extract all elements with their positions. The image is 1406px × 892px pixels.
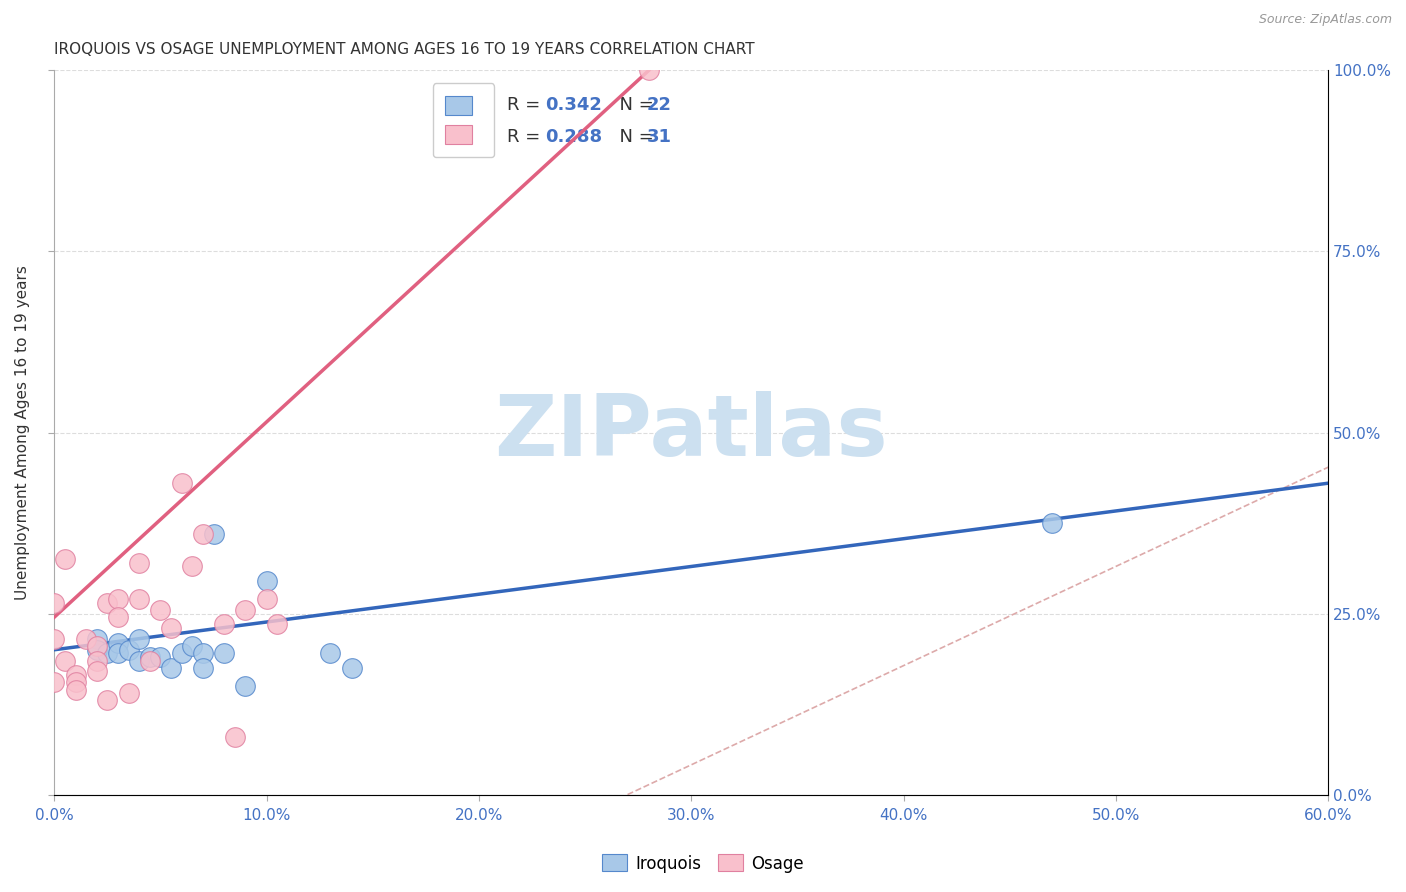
Point xyxy=(96,646,118,660)
Point xyxy=(224,730,246,744)
Point xyxy=(96,596,118,610)
Text: R =: R = xyxy=(506,128,546,146)
Point xyxy=(256,592,278,607)
Text: 0.288: 0.288 xyxy=(544,128,602,146)
Point xyxy=(107,610,129,624)
Point xyxy=(160,661,183,675)
Point xyxy=(44,632,66,646)
Point xyxy=(86,665,108,679)
Point xyxy=(128,592,150,607)
Point xyxy=(86,642,108,657)
Point xyxy=(149,603,172,617)
Point xyxy=(86,632,108,646)
Point xyxy=(191,646,214,660)
Legend: , : , xyxy=(433,83,494,157)
Text: IROQUOIS VS OSAGE UNEMPLOYMENT AMONG AGES 16 TO 19 YEARS CORRELATION CHART: IROQUOIS VS OSAGE UNEMPLOYMENT AMONG AGE… xyxy=(55,42,755,57)
Point xyxy=(1040,516,1063,530)
Point xyxy=(191,661,214,675)
Legend: Iroquois, Osage: Iroquois, Osage xyxy=(595,847,811,880)
Point xyxy=(65,668,87,682)
Point xyxy=(191,527,214,541)
Point xyxy=(44,675,66,690)
Text: 22: 22 xyxy=(647,95,672,114)
Point xyxy=(96,693,118,707)
Point xyxy=(181,639,204,653)
Point xyxy=(53,552,76,566)
Point xyxy=(149,650,172,665)
Point xyxy=(160,621,183,635)
Point xyxy=(235,679,257,693)
Point xyxy=(340,661,363,675)
Point xyxy=(107,592,129,607)
Point xyxy=(637,63,659,78)
Point xyxy=(107,646,129,660)
Point xyxy=(75,632,97,646)
Point xyxy=(128,654,150,668)
Text: 31: 31 xyxy=(647,128,672,146)
Text: ZIPatlas: ZIPatlas xyxy=(495,391,889,474)
Point xyxy=(202,527,225,541)
Text: Source: ZipAtlas.com: Source: ZipAtlas.com xyxy=(1258,13,1392,27)
Point xyxy=(170,476,193,491)
Point xyxy=(266,617,288,632)
Point xyxy=(44,596,66,610)
Text: N =: N = xyxy=(609,128,659,146)
Text: 0.342: 0.342 xyxy=(544,95,602,114)
Point xyxy=(139,650,162,665)
Point xyxy=(128,632,150,646)
Point xyxy=(117,686,139,700)
Point xyxy=(139,654,162,668)
Point xyxy=(319,646,342,660)
Point xyxy=(170,646,193,660)
Point xyxy=(86,639,108,653)
Point xyxy=(65,675,87,690)
Point xyxy=(212,646,235,660)
Point xyxy=(107,635,129,649)
Point xyxy=(86,654,108,668)
Point xyxy=(53,654,76,668)
Point xyxy=(181,559,204,574)
Point xyxy=(117,642,139,657)
Text: N =: N = xyxy=(609,95,659,114)
Point xyxy=(128,556,150,570)
Point xyxy=(212,617,235,632)
Y-axis label: Unemployment Among Ages 16 to 19 years: Unemployment Among Ages 16 to 19 years xyxy=(15,265,30,600)
Point xyxy=(65,682,87,697)
Point xyxy=(256,574,278,588)
Text: R =: R = xyxy=(506,95,546,114)
Point xyxy=(235,603,257,617)
